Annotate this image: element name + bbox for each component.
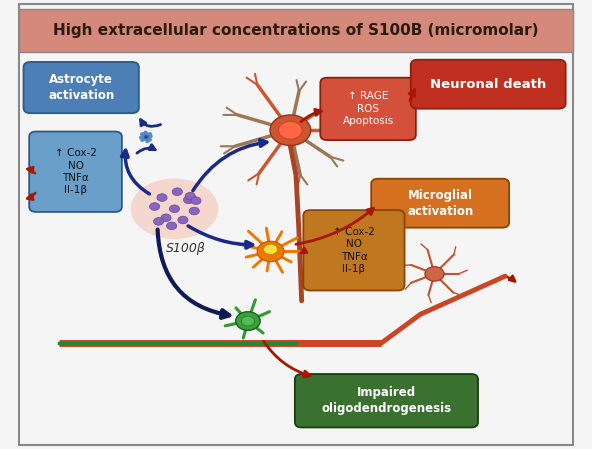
Ellipse shape: [257, 241, 284, 262]
Text: S100β: S100β: [166, 242, 205, 255]
Ellipse shape: [189, 207, 200, 215]
Ellipse shape: [166, 222, 177, 229]
Text: Astrocyte
activation: Astrocyte activation: [48, 73, 114, 102]
FancyBboxPatch shape: [19, 4, 573, 445]
FancyBboxPatch shape: [24, 62, 139, 113]
Ellipse shape: [161, 214, 171, 221]
Ellipse shape: [144, 136, 148, 138]
Ellipse shape: [278, 121, 303, 139]
Ellipse shape: [184, 196, 194, 203]
Ellipse shape: [270, 115, 311, 145]
FancyBboxPatch shape: [19, 9, 573, 52]
Ellipse shape: [185, 192, 195, 200]
FancyBboxPatch shape: [303, 210, 404, 291]
Text: Neuronal death: Neuronal death: [430, 78, 546, 91]
Ellipse shape: [153, 218, 164, 225]
Text: Microglial
activation: Microglial activation: [407, 189, 473, 218]
Ellipse shape: [236, 312, 260, 330]
Ellipse shape: [131, 179, 218, 239]
Ellipse shape: [242, 316, 255, 326]
FancyBboxPatch shape: [411, 60, 565, 109]
FancyBboxPatch shape: [295, 374, 478, 427]
Ellipse shape: [263, 244, 278, 255]
Text: ↑ RAGE
ROS
Apoptosis: ↑ RAGE ROS Apoptosis: [342, 92, 394, 126]
Text: High extracellular concentrations of S100B (micromolar): High extracellular concentrations of S10…: [53, 22, 539, 38]
FancyBboxPatch shape: [371, 179, 509, 228]
FancyBboxPatch shape: [320, 78, 416, 140]
Ellipse shape: [425, 267, 444, 281]
Ellipse shape: [191, 197, 201, 204]
FancyBboxPatch shape: [29, 132, 122, 212]
Ellipse shape: [145, 136, 147, 138]
Ellipse shape: [169, 205, 179, 213]
Ellipse shape: [178, 216, 188, 224]
Ellipse shape: [172, 188, 182, 195]
Ellipse shape: [157, 194, 167, 201]
Text: ↑ Cox-2
NO
TNFα
II-1β: ↑ Cox-2 NO TNFα II-1β: [54, 148, 96, 195]
Text: ↑ Cox-2
NO
TNFα
II-1β: ↑ Cox-2 NO TNFα II-1β: [333, 227, 375, 274]
Ellipse shape: [150, 203, 160, 210]
Text: Impaired
oligodendrogenesis: Impaired oligodendrogenesis: [321, 386, 452, 415]
